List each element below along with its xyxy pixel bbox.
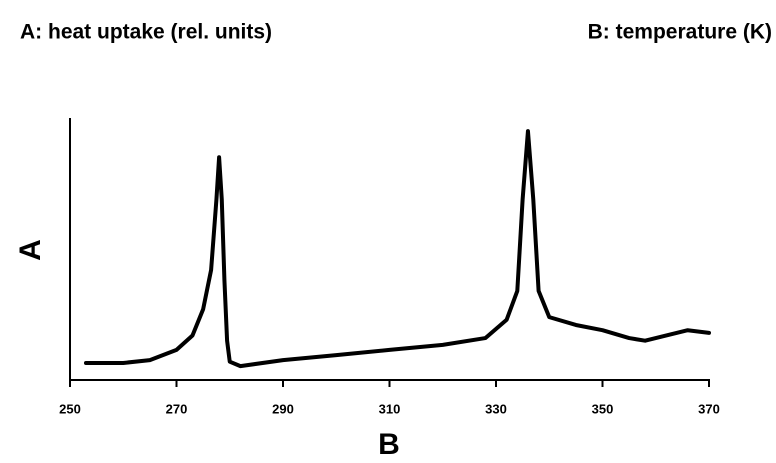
x-tick-label: 310	[379, 401, 401, 416]
x-axis-label: B	[378, 428, 400, 461]
annotation: B: temperature (K)	[588, 21, 772, 44]
x-tick-label: 350	[592, 401, 614, 416]
x-tick-label: 330	[485, 401, 507, 416]
x-tick-label: 270	[166, 401, 188, 416]
data-line	[83, 129, 711, 369]
y-axis-label: A	[14, 239, 47, 261]
x-tick-label: 370	[698, 401, 720, 416]
annotation: A: heat uptake (rel. units)	[20, 21, 272, 44]
x-tick-label: 290	[272, 401, 294, 416]
x-tick-label: 250	[59, 401, 81, 416]
